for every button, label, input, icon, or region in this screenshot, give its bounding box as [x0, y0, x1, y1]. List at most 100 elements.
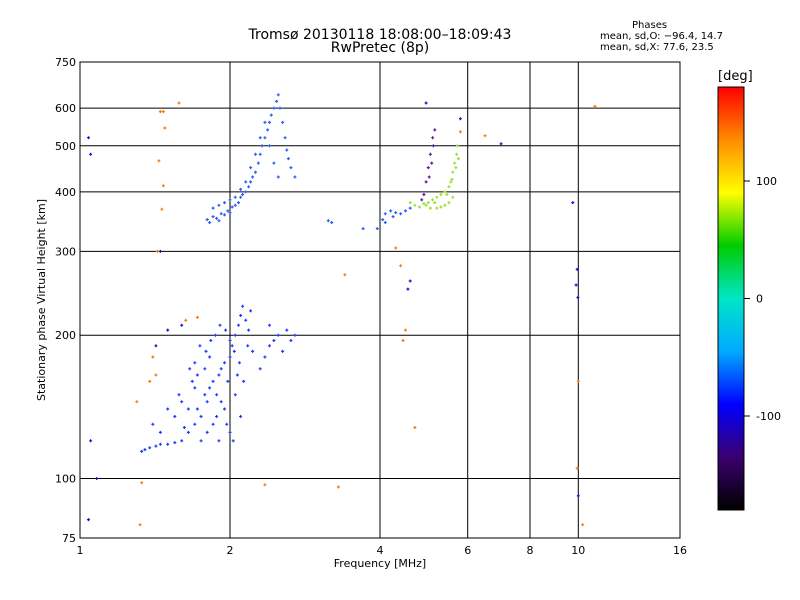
data-point	[401, 339, 405, 342]
data-points	[87, 93, 597, 527]
data-point	[404, 209, 407, 213]
data-point	[225, 422, 229, 426]
data-point	[426, 166, 430, 170]
data-point	[431, 136, 435, 140]
data-point	[293, 333, 297, 337]
data-point	[269, 113, 273, 117]
data-point	[455, 152, 459, 156]
data-point	[249, 166, 253, 170]
data-point	[576, 379, 580, 383]
data-point	[186, 430, 190, 434]
data-point	[330, 221, 334, 224]
data-point	[215, 393, 219, 397]
data-point	[195, 407, 199, 411]
data-point	[241, 193, 245, 196]
data-point	[217, 373, 221, 377]
data-point	[574, 283, 578, 287]
data-point	[424, 203, 428, 207]
data-point	[198, 344, 202, 348]
data-point	[166, 328, 170, 332]
data-point	[251, 175, 255, 179]
data-point	[424, 101, 428, 105]
data-point	[205, 218, 209, 222]
data-point	[276, 93, 280, 97]
data-point	[268, 323, 271, 327]
y-tick-label: 75	[62, 532, 76, 545]
data-point	[272, 339, 276, 342]
data-point	[228, 211, 232, 215]
x-tick-label: 4	[377, 544, 384, 557]
data-point	[431, 198, 435, 202]
colorbar-tick-label: 0	[756, 293, 763, 306]
data-point	[381, 218, 385, 222]
data-point	[447, 201, 451, 205]
data-point	[89, 152, 93, 156]
data-point	[140, 449, 144, 453]
y-tick-label: 600	[55, 102, 76, 115]
data-point	[166, 407, 170, 411]
data-point	[268, 120, 271, 124]
data-point	[455, 144, 459, 148]
data-point	[258, 367, 262, 371]
data-point	[208, 386, 212, 390]
data-point	[263, 120, 267, 124]
data-point	[266, 128, 270, 132]
data-point	[439, 193, 443, 196]
data-point	[435, 206, 439, 210]
data-point	[268, 344, 271, 348]
data-point	[180, 400, 184, 404]
data-point	[215, 216, 219, 220]
y-tick-label: 500	[55, 140, 76, 153]
data-point	[443, 190, 447, 194]
data-point	[383, 221, 387, 224]
data-point	[435, 195, 439, 199]
y-tick-label: 200	[55, 329, 76, 342]
data-point	[375, 227, 379, 231]
data-point	[576, 494, 580, 498]
data-point	[451, 195, 455, 199]
data-point	[263, 483, 267, 487]
data-point	[173, 441, 177, 445]
data-point	[87, 136, 90, 140]
stats-line-o: mean, sd,O: −96.4, 14.7	[600, 31, 723, 42]
data-point	[193, 361, 197, 365]
data-point	[389, 209, 393, 213]
data-point	[226, 379, 230, 383]
data-point	[233, 203, 237, 207]
data-point	[422, 202, 426, 206]
data-point	[418, 205, 421, 209]
data-point	[443, 203, 447, 207]
data-point	[451, 170, 455, 174]
data-point	[148, 446, 152, 450]
data-point	[289, 339, 293, 342]
data-point	[223, 407, 226, 411]
phase-stats: Phases mean, sd,O: −96.4, 14.7 mean, sd,…	[600, 20, 750, 53]
data-point	[406, 287, 410, 291]
data-point	[439, 205, 443, 209]
data-point	[394, 211, 398, 215]
y-tick-label: 300	[55, 245, 76, 258]
data-point	[246, 344, 250, 348]
data-point	[458, 130, 462, 134]
data-point	[226, 209, 230, 213]
data-point	[228, 198, 232, 202]
chart-title: Tromsø 20130118 18:08:00–18:09:43	[248, 27, 512, 43]
data-point	[204, 349, 208, 353]
data-point	[135, 400, 139, 404]
data-point	[256, 161, 260, 165]
data-point	[217, 439, 221, 443]
data-point	[158, 442, 162, 446]
x-tick-label: 10	[571, 544, 585, 557]
data-point	[211, 379, 215, 383]
data-point	[575, 267, 579, 271]
data-point	[428, 152, 432, 156]
data-point	[285, 148, 289, 152]
data-point	[190, 379, 194, 383]
data-point	[203, 393, 207, 397]
stats-line-x: mean, sd,X: 77.6, 23.5	[600, 42, 714, 53]
data-point	[143, 448, 147, 452]
colorbar-label: [deg]	[718, 69, 753, 84]
data-point	[235, 373, 239, 377]
data-point	[151, 355, 155, 359]
data-point	[260, 144, 264, 148]
